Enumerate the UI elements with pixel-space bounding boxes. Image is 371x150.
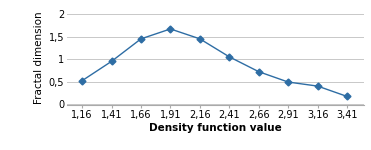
Y-axis label: Fractal dimension: Fractal dimension <box>35 11 45 104</box>
X-axis label: Density function value: Density function value <box>149 123 282 133</box>
